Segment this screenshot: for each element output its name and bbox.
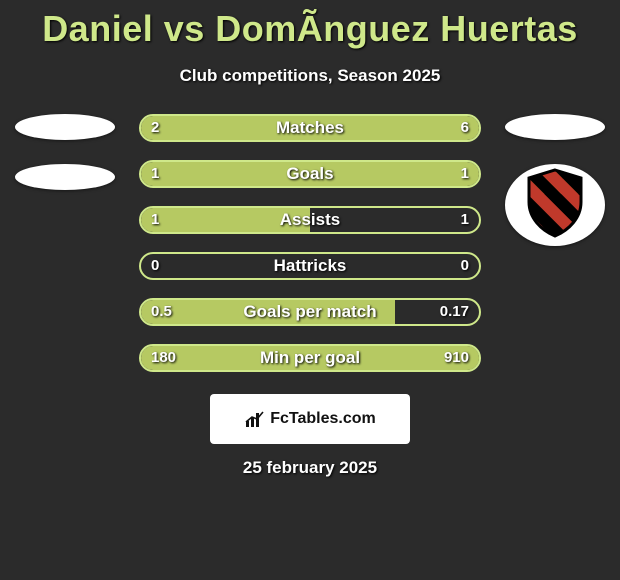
stat-row-matches: 2 Matches 6: [139, 114, 481, 142]
shield-icon: [523, 168, 587, 243]
stat-label: Min per goal: [141, 346, 479, 370]
footer-brand-badge: FcTables.com: [210, 394, 410, 444]
stat-label: Goals per match: [141, 300, 479, 324]
stat-row-min-per-goal: 180 Min per goal 910: [139, 344, 481, 372]
stat-right-value: 0.17: [440, 300, 469, 324]
left-badges: [10, 114, 120, 190]
stat-right-value: 1: [461, 162, 469, 186]
right-club-crest: [505, 164, 605, 246]
stat-right-value: 1: [461, 208, 469, 232]
stat-label: Goals: [141, 162, 479, 186]
stats-area: 2 Matches 6 1 Goals 1 1 Assists 1 0 Hatt…: [0, 114, 620, 372]
stat-label: Hattricks: [141, 254, 479, 278]
right-player-crest: [505, 114, 605, 140]
stat-right-value: 0: [461, 254, 469, 278]
stat-row-hattricks: 0 Hattricks 0: [139, 252, 481, 280]
date-text: 25 february 2025: [0, 458, 620, 478]
page-title: Daniel vs DomÃ­nguez Huertas: [0, 0, 620, 50]
chart-icon: [244, 409, 266, 429]
stat-label: Matches: [141, 116, 479, 140]
subtitle: Club competitions, Season 2025: [0, 66, 620, 86]
stat-right-value: 6: [461, 116, 469, 140]
stat-bars: 2 Matches 6 1 Goals 1 1 Assists 1 0 Hatt…: [139, 114, 481, 372]
right-badges: [500, 114, 610, 246]
left-player-crest: [15, 114, 115, 140]
stat-row-assists: 1 Assists 1: [139, 206, 481, 234]
stat-right-value: 910: [444, 346, 469, 370]
stat-label: Assists: [141, 208, 479, 232]
footer-brand-text: FcTables.com: [270, 410, 376, 428]
stat-row-goals-per-match: 0.5 Goals per match 0.17: [139, 298, 481, 326]
stat-row-goals: 1 Goals 1: [139, 160, 481, 188]
left-club-crest: [15, 164, 115, 190]
